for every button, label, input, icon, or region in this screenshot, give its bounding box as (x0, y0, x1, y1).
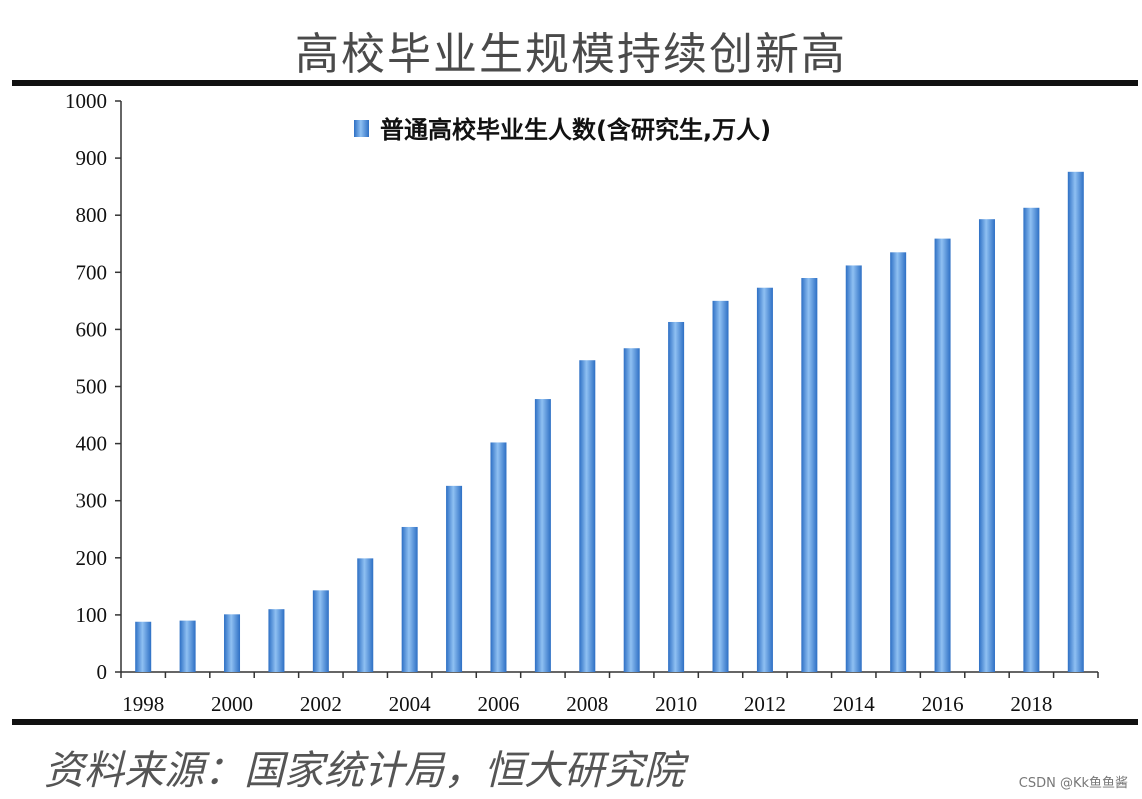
bar-chart: 0 100 200 300 400 500 600 700 800 900 1000 1998 200… (65, 89, 1099, 716)
watermark-credit: CSDN @Kk鱼鱼酱 (1018, 776, 1128, 791)
bar-1998 (135, 621, 152, 672)
bar-2001 (268, 609, 285, 672)
x-tick-label: 2006 (477, 692, 519, 716)
y-tick-label: 900 (76, 146, 108, 170)
y-axis: 0 100 200 300 400 500 600 700 800 900 1000 (65, 89, 122, 684)
bar-2014 (845, 265, 862, 672)
bar-2005 (446, 485, 463, 672)
x-tick-label: 2016 (922, 692, 964, 716)
x-tick-label: 2008 (566, 692, 608, 716)
bar-2004 (401, 526, 418, 672)
bar-2011 (712, 300, 729, 672)
y-tick-label: 800 (76, 203, 108, 227)
y-tick-label: 500 (76, 375, 108, 399)
bar-2000 (224, 614, 241, 672)
y-tick-label: 1000 (65, 89, 107, 113)
bar-2002 (312, 590, 329, 672)
legend: 普通高校毕业生人数(含研究生,万人) (354, 116, 771, 144)
y-tick-label: 600 (76, 317, 108, 341)
y-tick-label: 0 (97, 660, 108, 684)
bar-2003 (357, 558, 374, 672)
bar-2008 (579, 360, 596, 672)
bar-1999 (179, 620, 196, 672)
y-tick-label: 200 (76, 546, 108, 570)
legend-label: 普通高校毕业生人数(含研究生,万人) (380, 116, 771, 144)
bar-2016 (934, 238, 951, 672)
y-tick-label: 400 (76, 432, 108, 456)
bars (135, 171, 1084, 673)
legend-swatch (354, 120, 369, 137)
bar-2017 (978, 219, 995, 672)
x-tick-label: 2000 (211, 692, 253, 716)
bar-2010 (668, 321, 685, 672)
bottom-rule (12, 719, 1138, 725)
bar-2009 (623, 348, 640, 672)
x-tick-label: 2012 (744, 692, 786, 716)
y-tick-label: 100 (76, 603, 108, 627)
y-tick-label: 300 (76, 489, 108, 513)
bar-2019 (1067, 171, 1084, 672)
x-axis: 1998 2000 2002 2004 2006 2008 2010 2012 2014 2016… (120, 671, 1099, 716)
x-tick-label: 2002 (300, 692, 342, 716)
x-tick-label: 2014 (833, 692, 876, 716)
bar-2015 (890, 252, 907, 672)
top-rule (12, 80, 1138, 86)
x-tick-label: 2010 (655, 692, 697, 716)
source-note: 资料来源：国家统计局，恒大研究院 (44, 748, 684, 794)
x-tick-label: 2018 (1010, 692, 1052, 716)
bar-2006 (490, 442, 507, 672)
bar-2007 (534, 399, 551, 672)
bar-2012 (756, 287, 773, 672)
x-tick-label: 2004 (389, 692, 432, 716)
x-tick-label: 1998 (122, 692, 164, 716)
chart-title: 高校毕业生规模持续创新高 (295, 29, 847, 80)
y-tick-label: 700 (76, 260, 108, 284)
bar-2018 (1023, 207, 1040, 673)
bar-2013 (801, 278, 818, 672)
